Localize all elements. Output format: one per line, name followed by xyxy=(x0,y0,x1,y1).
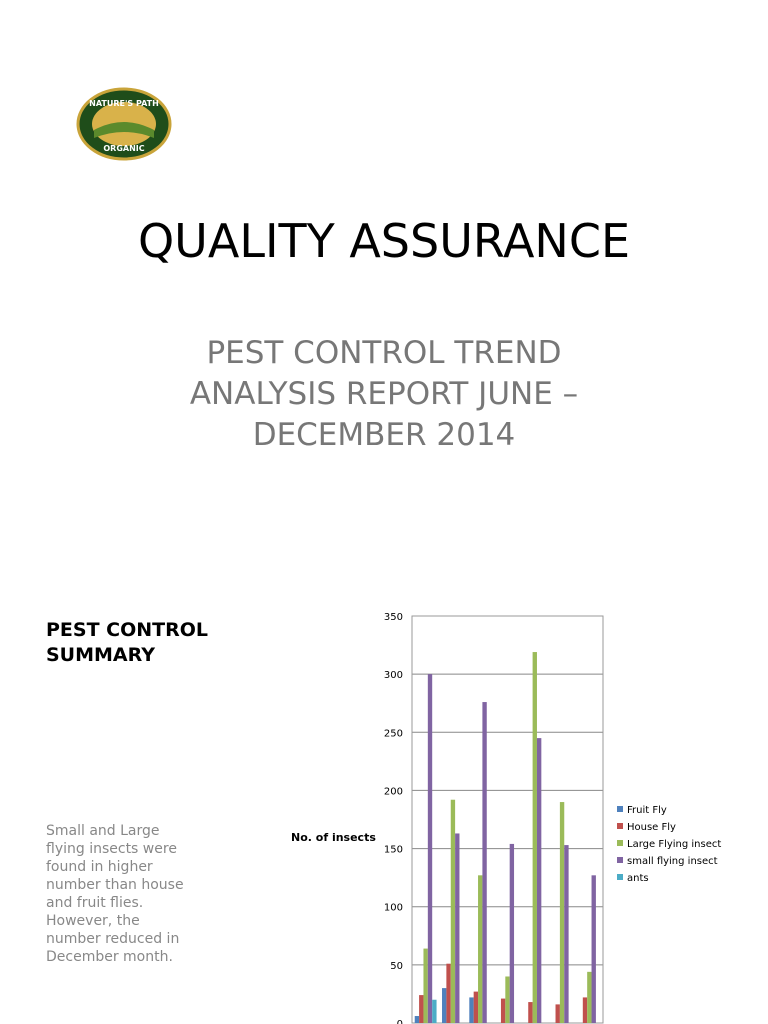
bar xyxy=(442,988,447,1023)
legend-label: small flying insect xyxy=(627,856,718,867)
bar xyxy=(419,995,424,1023)
text-line: December month. xyxy=(46,949,173,965)
bar xyxy=(528,1002,533,1023)
bar xyxy=(455,833,460,1023)
bar xyxy=(582,997,588,1023)
logo: NATURE'S PATH ORGANIC xyxy=(76,87,172,161)
y-tick-label: 300 xyxy=(384,670,403,681)
text-line: number than house xyxy=(46,877,184,893)
bar xyxy=(450,799,456,1023)
chart: 0 50 100 150 200 250 300 350 No. of insects Fruit… xyxy=(291,612,721,1024)
text-line: flying insects were xyxy=(46,841,177,857)
subtitle-line: PEST CONTROL TREND xyxy=(206,335,562,371)
text-line: and fruit flies. xyxy=(46,895,144,911)
legend-label: Fruit Fly xyxy=(627,805,667,816)
bar xyxy=(414,1016,420,1023)
legend-label: House Fly xyxy=(627,822,676,833)
subtitle-line: DECEMBER 2014 xyxy=(252,417,516,453)
logo-bottom: ORGANIC xyxy=(103,144,144,153)
bar xyxy=(432,999,437,1023)
title: QUALITY ASSURANCE xyxy=(137,214,631,268)
bar xyxy=(482,702,487,1023)
bar xyxy=(473,991,479,1023)
heading-line: SUMMARY xyxy=(46,644,155,666)
summary-heading: PEST CONTROL SUMMARY xyxy=(46,618,208,668)
legend-swatch xyxy=(617,840,623,846)
y-tick-label: 350 xyxy=(384,612,403,623)
y-axis-label: No. of insects xyxy=(291,831,376,844)
bar xyxy=(500,998,506,1023)
legend-label: ants xyxy=(627,873,649,884)
legend-swatch xyxy=(617,874,623,880)
y-tick-label: 250 xyxy=(384,728,403,739)
subtitle-line: ANALYSIS REPORT JUNE – xyxy=(189,376,579,412)
logo-top: NATURE'S PATH xyxy=(89,99,159,108)
y-tick-label: 0 xyxy=(397,1019,403,1024)
subtitle: PEST CONTROL TREND ANALYSIS REPORT JUNE … xyxy=(0,333,768,456)
summary-text: Small and Large flying insects were foun… xyxy=(46,822,184,966)
bar xyxy=(469,997,474,1023)
plot-border xyxy=(411,615,604,1024)
y-tick-label: 150 xyxy=(384,845,403,856)
bar xyxy=(478,875,483,1023)
bar xyxy=(536,738,542,1023)
legend-swatch xyxy=(617,857,623,863)
bar xyxy=(505,976,510,1023)
bar xyxy=(446,963,451,1023)
text-line: However, the xyxy=(46,913,140,929)
bar xyxy=(587,971,592,1023)
legend-swatch xyxy=(617,823,623,829)
text-line: found in higher xyxy=(46,859,153,875)
legend-swatch xyxy=(617,806,623,812)
bar xyxy=(427,674,433,1023)
bar xyxy=(591,875,596,1023)
bar xyxy=(559,802,565,1023)
bar xyxy=(509,843,515,1023)
y-tick-label: 100 xyxy=(384,903,403,914)
y-tick-label: 200 xyxy=(384,786,403,797)
y-tick-label: 50 xyxy=(390,961,403,972)
text-line: number reduced in xyxy=(46,931,180,947)
bar xyxy=(555,1004,560,1023)
bar xyxy=(564,845,569,1023)
legend-label: Large Flying insect xyxy=(627,839,721,850)
bar xyxy=(532,652,537,1023)
heading-line: PEST CONTROL xyxy=(46,619,209,641)
bar xyxy=(423,948,428,1023)
text-line: Small and Large xyxy=(46,823,160,839)
